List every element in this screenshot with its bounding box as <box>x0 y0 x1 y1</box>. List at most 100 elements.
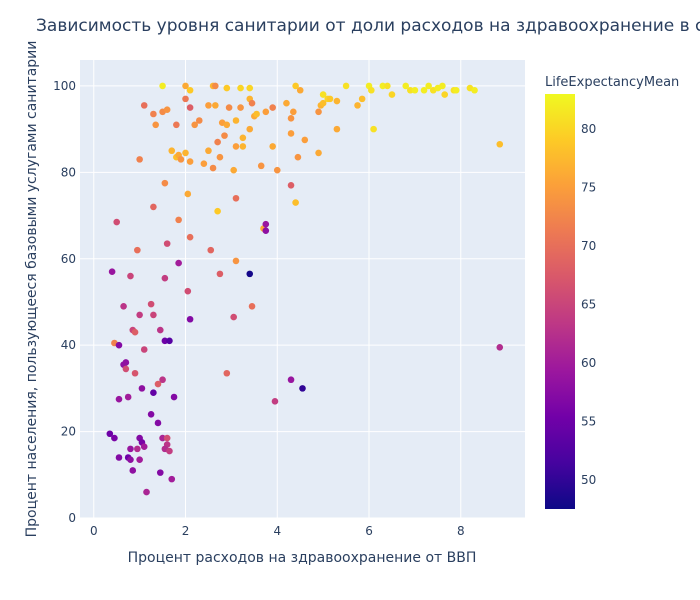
x-tick-labels: 0 2 4 6 8 <box>90 524 465 538</box>
scatter-point <box>232 143 240 150</box>
scatter-point <box>140 346 148 353</box>
scatter-point <box>239 143 247 150</box>
scatter-point <box>246 125 254 133</box>
scatter-point <box>248 302 256 310</box>
scatter-point <box>166 447 173 455</box>
scatter-point <box>163 434 171 442</box>
scatter-point <box>115 454 123 461</box>
colorbar-tick-labels: 50 55 60 65 70 75 80 <box>581 122 596 487</box>
scatter-point <box>253 110 260 118</box>
scatter-point <box>154 380 162 388</box>
colorbar-tick-label: 60 <box>581 356 596 370</box>
scatter-point <box>182 82 189 90</box>
scatter-point <box>471 86 478 94</box>
scatter-point <box>120 302 127 310</box>
scatter-point <box>292 82 299 90</box>
scatter-point <box>496 140 504 148</box>
scatter-point <box>136 456 143 463</box>
scatter-point <box>216 270 224 278</box>
scatter-point <box>168 475 176 483</box>
scatter-point <box>407 86 414 94</box>
scatter-point <box>175 216 182 224</box>
scatter-point <box>209 164 217 172</box>
grid-lines <box>80 60 525 519</box>
colorbar-tick-label: 50 <box>581 473 596 487</box>
scatter-point <box>237 84 244 92</box>
scatter-point <box>205 147 212 155</box>
scatter-point <box>230 313 237 321</box>
scatter-point <box>370 125 377 133</box>
y-tick-label: 60 <box>61 252 76 266</box>
scatter-point <box>115 341 123 349</box>
scatter-point <box>108 268 116 276</box>
scatter-point <box>239 134 247 142</box>
scatter-point <box>262 108 270 116</box>
scatter-point <box>159 82 166 90</box>
scatter-point <box>147 411 155 418</box>
scatter-point <box>225 104 233 111</box>
scatter-point <box>143 488 150 496</box>
scatter-point <box>402 82 410 90</box>
scatter-point <box>205 102 212 109</box>
scatter-point <box>230 166 237 174</box>
scatter-point <box>379 82 387 90</box>
scatter-point <box>237 104 244 111</box>
scatter-point <box>315 149 322 157</box>
scatter-point <box>140 443 148 451</box>
y-tick-label: 40 <box>61 338 76 352</box>
scatter-point <box>173 121 180 129</box>
scatter-point <box>315 108 322 116</box>
scatter-point <box>269 104 276 111</box>
scatter-point <box>232 117 240 124</box>
scatter-point <box>223 84 231 92</box>
chart-title: Зависимость уровня санитарии от доли рас… <box>36 16 700 36</box>
scatter-point <box>140 102 148 109</box>
scatter-point <box>262 220 270 228</box>
scatter-point <box>287 130 295 137</box>
scatter-point <box>136 156 143 163</box>
scatter-point <box>246 270 254 278</box>
plot-area <box>80 60 525 518</box>
scatter-point <box>156 326 164 334</box>
scatter-point <box>150 110 157 118</box>
scatter-point <box>358 95 366 103</box>
scatter-point <box>333 97 341 105</box>
scatter-point <box>262 227 270 234</box>
scatter-point <box>111 434 118 442</box>
scatter-point <box>115 395 123 403</box>
scatter-point <box>287 182 295 189</box>
colorbar-title: LifeExpectancyMean <box>545 75 679 90</box>
scatter-point <box>496 344 504 351</box>
scatter-point <box>186 233 194 241</box>
scatter-point <box>170 393 178 401</box>
scatter-point <box>296 86 304 94</box>
scatter-point <box>147 300 155 308</box>
scatter-point <box>354 102 361 109</box>
colorbar-tick-label: 75 <box>581 181 596 195</box>
y-tick-labels: 0 20 40 60 80 100 <box>53 79 76 525</box>
scatter-point <box>175 259 182 267</box>
scatter-point <box>273 166 281 174</box>
x-tick-label: 2 <box>182 524 190 538</box>
scatter-point <box>186 315 194 323</box>
colorbar-tick-label: 55 <box>581 414 596 428</box>
scatter-point <box>452 86 460 94</box>
scatter-point <box>301 136 309 144</box>
scatter-point <box>214 207 221 215</box>
scatter-point <box>420 86 428 94</box>
scatter-point <box>246 84 254 92</box>
scatter-point <box>163 106 171 113</box>
scatter-point <box>161 274 169 282</box>
scatter-point <box>129 467 137 474</box>
scatter-point <box>152 121 159 129</box>
scatter-point <box>163 240 171 247</box>
scatter-point <box>156 469 164 476</box>
scatter-point <box>411 86 419 94</box>
scatter-point <box>138 385 146 392</box>
scatter-point <box>177 156 185 163</box>
x-tick-label: 0 <box>90 524 98 538</box>
scatter-point <box>150 203 157 211</box>
scatter-point <box>136 311 143 319</box>
scatter-point <box>131 328 139 336</box>
